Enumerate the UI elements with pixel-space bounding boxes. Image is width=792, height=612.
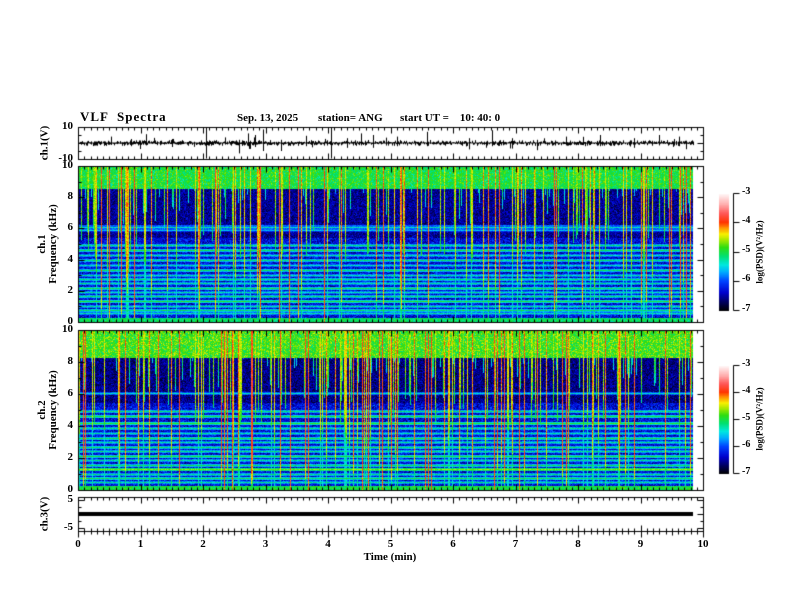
spec1-frequency-label: Frequency (kHz)	[47, 204, 59, 284]
colorbar-tick-label: -4	[742, 215, 751, 226]
y-tick-label: 6	[67, 387, 74, 399]
colorbar-tick-label: -3	[742, 358, 751, 369]
colorbar-label: log(PSD)(V²/Hz)	[754, 220, 765, 284]
x-tick-label: 3	[262, 538, 269, 550]
y-tick-label: -5	[63, 521, 73, 533]
y-tick-label: 0	[67, 315, 74, 327]
y-axis-label-spec1: ch.1 Frequency (kHz)	[36, 204, 59, 284]
y-tick-label: 4	[67, 419, 74, 431]
x-tick-label: 2	[200, 538, 206, 550]
x-axis-title: Time (min)	[363, 551, 417, 563]
spec2-frequency-label: Frequency (kHz)	[47, 370, 59, 450]
colorbar-tick-label: -6	[742, 439, 751, 450]
y-tick-label: 8	[67, 355, 74, 367]
y-tick-label: 4	[67, 253, 74, 265]
x-tick-label: 0	[75, 538, 81, 550]
start-ut-label: start UT = 10: 40: 0	[400, 112, 501, 124]
colorbar-tick-label: -7	[742, 303, 751, 314]
y-tick-label: 10	[62, 120, 73, 132]
colorbar-tick-label: -5	[742, 244, 751, 255]
y-tick-label: 10	[62, 159, 73, 171]
y-tick-label: 8	[67, 190, 74, 202]
page-title: VLF Spectra	[80, 109, 167, 124]
x-tick-label: 10	[697, 538, 709, 550]
y-axis-label-spec2: ch.2 Frequency (kHz)	[36, 370, 59, 450]
y-tick-label: 10	[62, 323, 73, 335]
date-label: Sep. 13, 2025	[237, 112, 299, 124]
colorbar-tick-label: -4	[742, 385, 751, 396]
y-tick-label: 2	[67, 284, 74, 296]
station-label: station= ANG	[318, 112, 383, 124]
x-tick-label: 8	[575, 538, 581, 550]
x-tick-label: 4	[325, 538, 331, 550]
x-tick-label: 1	[137, 538, 144, 550]
colorbar-tick-label: -6	[742, 273, 751, 284]
colorbar-label: log(PSD)(V²/Hz)	[754, 387, 765, 451]
y-tick-label: 6	[67, 221, 74, 233]
x-tick-label: 7	[512, 538, 519, 550]
y-tick-label: 2	[67, 451, 74, 463]
x-tick-label: 9	[637, 538, 644, 550]
colorbar-tick-label: -5	[742, 412, 751, 423]
y-tick-label: -10	[58, 152, 73, 164]
colorbar-tick-label: -7	[742, 466, 751, 477]
x-tick-label: 5	[387, 538, 394, 550]
y-tick-label: 5	[67, 493, 74, 505]
y-tick-label: 0	[67, 483, 74, 495]
x-tick-label: 6	[450, 538, 456, 550]
colorbar-tick-label: -3	[742, 186, 751, 197]
